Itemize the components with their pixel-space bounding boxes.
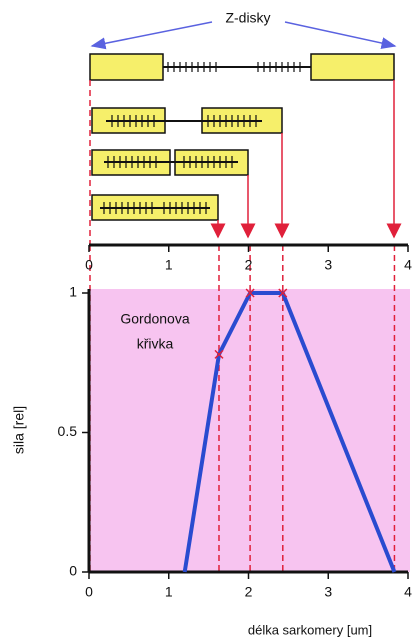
y-tick-label: 0.5 xyxy=(58,423,78,439)
chart: Z-disky délka sarkomery [um] sila [rel] … xyxy=(0,0,415,642)
x-tick-label: 3 xyxy=(324,584,332,600)
x-axis-label: délka sarkomery [um] xyxy=(248,622,372,637)
z-disc-label: Z-disky xyxy=(225,10,270,26)
top-tick-label: 1 xyxy=(165,257,173,273)
annotation: Gordonova xyxy=(120,311,189,327)
sarcomere-diagram xyxy=(90,22,395,245)
x-tick-label: 1 xyxy=(165,584,173,600)
x-tick-label: 2 xyxy=(245,584,253,600)
top-tick-label: 2 xyxy=(245,257,253,273)
x-tick-label: 0 xyxy=(85,584,93,600)
top-tick-label: 3 xyxy=(324,257,332,273)
top-tick-label: 0 xyxy=(85,257,93,273)
annotation: křivka xyxy=(137,336,174,352)
y-axis-label: sila [rel] xyxy=(11,406,27,454)
top-tick-label: 4 xyxy=(404,257,412,273)
x-tick-label: 4 xyxy=(404,584,412,600)
y-tick-label: 1 xyxy=(69,284,77,300)
y-tick-label: 0 xyxy=(69,563,77,579)
